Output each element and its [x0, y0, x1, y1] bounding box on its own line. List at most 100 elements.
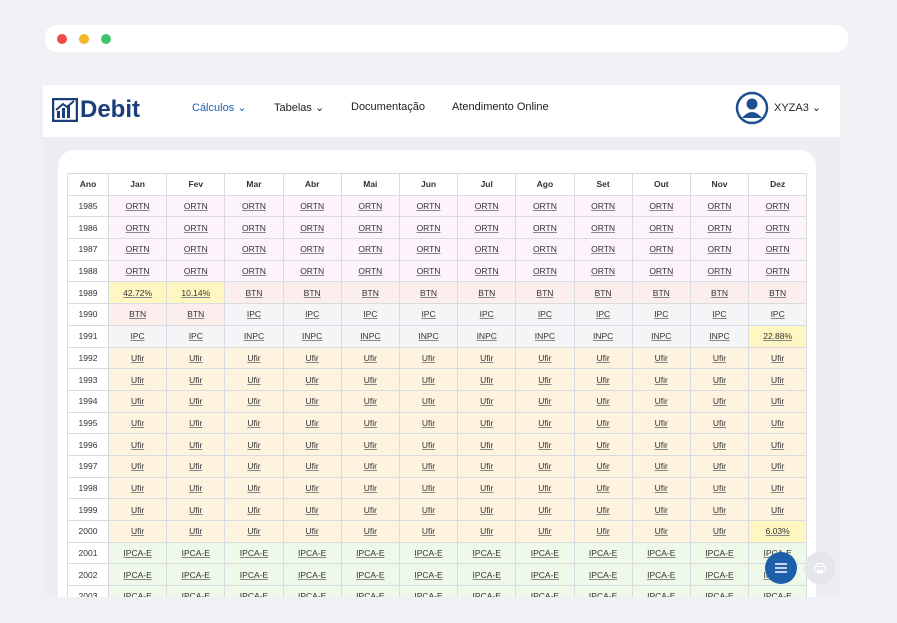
- index-cell[interactable]: Ufir: [573, 498, 633, 521]
- index-cell[interactable]: BTN: [340, 281, 400, 305]
- index-cell[interactable]: Ufir: [107, 346, 168, 370]
- index-cell[interactable]: Ufir: [107, 520, 168, 543]
- index-cell[interactable]: IPC: [107, 324, 168, 348]
- nav-item[interactable]: Documentação: [351, 101, 425, 113]
- index-cell[interactable]: IPC: [457, 303, 517, 326]
- index-cell[interactable]: ORTN: [166, 194, 226, 218]
- index-cell[interactable]: ORTN: [398, 259, 459, 283]
- index-cell[interactable]: Ufir: [107, 498, 168, 521]
- index-cell[interactable]: IPCA-E: [282, 585, 342, 597]
- index-cell[interactable]: Ufir: [515, 476, 575, 500]
- index-cell[interactable]: ORTN: [515, 216, 575, 240]
- index-cell[interactable]: Ufir: [748, 368, 808, 391]
- index-cell[interactable]: Ufir: [340, 368, 400, 391]
- index-cell[interactable]: IPCA-E: [340, 541, 400, 565]
- index-cell[interactable]: Ufir: [631, 411, 691, 435]
- index-cell[interactable]: Ufir: [631, 476, 691, 500]
- index-cell[interactable]: 22.88%: [748, 324, 808, 348]
- index-cell[interactable]: ORTN: [457, 259, 517, 283]
- index-cell[interactable]: Ufir: [398, 476, 459, 500]
- index-cell[interactable]: Ufir: [224, 389, 284, 413]
- index-cell[interactable]: INPC: [398, 324, 459, 348]
- index-cell[interactable]: ORTN: [340, 194, 400, 218]
- index-cell[interactable]: ORTN: [457, 238, 517, 261]
- index-cell[interactable]: Ufir: [457, 498, 517, 521]
- index-cell[interactable]: INPC: [340, 324, 400, 348]
- index-cell[interactable]: Ufir: [748, 476, 808, 500]
- index-cell[interactable]: Ufir: [689, 520, 750, 543]
- index-cell[interactable]: Ufir: [282, 476, 342, 500]
- index-cell[interactable]: ORTN: [166, 259, 226, 283]
- index-cell[interactable]: Ufir: [340, 433, 400, 456]
- index-cell[interactable]: Ufir: [573, 433, 633, 456]
- index-cell[interactable]: IPC: [515, 303, 575, 326]
- index-cell[interactable]: Ufir: [515, 346, 575, 370]
- index-cell[interactable]: ORTN: [515, 238, 575, 261]
- index-cell[interactable]: IPCA-E: [573, 585, 633, 597]
- index-cell[interactable]: IPC: [224, 303, 284, 326]
- index-cell[interactable]: INPC: [282, 324, 342, 348]
- index-cell[interactable]: ORTN: [748, 238, 808, 261]
- index-cell[interactable]: Ufir: [748, 454, 808, 478]
- index-cell[interactable]: Ufir: [689, 476, 750, 500]
- print-button[interactable]: [804, 552, 836, 584]
- index-cell[interactable]: Ufir: [282, 498, 342, 521]
- index-cell[interactable]: Ufir: [166, 454, 226, 478]
- index-cell[interactable]: Ufir: [457, 433, 517, 456]
- index-cell[interactable]: IPC: [340, 303, 400, 326]
- index-cell[interactable]: Ufir: [573, 454, 633, 478]
- index-cell[interactable]: IPCA-E: [689, 585, 750, 597]
- index-cell[interactable]: ORTN: [282, 194, 342, 218]
- index-cell[interactable]: Ufir: [631, 454, 691, 478]
- index-cell[interactable]: IPCA-E: [631, 563, 691, 587]
- index-cell[interactable]: Ufir: [340, 411, 400, 435]
- index-cell[interactable]: ORTN: [282, 259, 342, 283]
- index-cell[interactable]: Ufir: [166, 346, 226, 370]
- index-cell[interactable]: IPCA-E: [282, 541, 342, 565]
- index-cell[interactable]: IPCA-E: [166, 563, 226, 587]
- index-cell[interactable]: Ufir: [631, 520, 691, 543]
- index-cell[interactable]: 42.72%: [107, 281, 168, 305]
- index-cell[interactable]: IPCA-E: [689, 563, 750, 587]
- index-cell[interactable]: Ufir: [107, 368, 168, 391]
- index-cell[interactable]: Ufir: [398, 454, 459, 478]
- index-cell[interactable]: IPC: [689, 303, 750, 326]
- index-cell[interactable]: Ufir: [457, 346, 517, 370]
- index-cell[interactable]: Ufir: [166, 520, 226, 543]
- index-cell[interactable]: IPCA-E: [107, 585, 168, 597]
- index-cell[interactable]: ORTN: [340, 216, 400, 240]
- index-cell[interactable]: IPCA-E: [107, 563, 168, 587]
- avatar[interactable]: [735, 91, 769, 125]
- index-cell[interactable]: ORTN: [340, 238, 400, 261]
- index-cell[interactable]: IPC: [398, 303, 459, 326]
- index-cell[interactable]: ORTN: [224, 216, 284, 240]
- index-cell[interactable]: IPCA-E: [515, 563, 575, 587]
- index-cell[interactable]: Ufir: [340, 346, 400, 370]
- index-cell[interactable]: Ufir: [748, 389, 808, 413]
- index-cell[interactable]: BTN: [573, 281, 633, 305]
- index-cell[interactable]: Ufir: [340, 498, 400, 521]
- index-cell[interactable]: ORTN: [166, 216, 226, 240]
- index-cell[interactable]: BTN: [398, 281, 459, 305]
- index-cell[interactable]: ORTN: [340, 259, 400, 283]
- index-cell[interactable]: ORTN: [398, 216, 459, 240]
- index-cell[interactable]: BTN: [515, 281, 575, 305]
- index-cell[interactable]: IPCA-E: [457, 541, 517, 565]
- index-cell[interactable]: 10.14%: [166, 281, 226, 305]
- index-cell[interactable]: IPCA-E: [515, 585, 575, 597]
- index-cell[interactable]: ORTN: [107, 216, 168, 240]
- index-cell[interactable]: Ufir: [166, 433, 226, 456]
- index-cell[interactable]: IPCA-E: [398, 563, 459, 587]
- index-cell[interactable]: Ufir: [515, 411, 575, 435]
- index-cell[interactable]: IPCA-E: [340, 585, 400, 597]
- index-cell[interactable]: IPCA-E: [224, 563, 284, 587]
- index-cell[interactable]: IPC: [282, 303, 342, 326]
- index-cell[interactable]: IPCA-E: [748, 585, 808, 597]
- index-cell[interactable]: Ufir: [573, 476, 633, 500]
- index-cell[interactable]: Ufir: [573, 520, 633, 543]
- index-cell[interactable]: IPCA-E: [224, 541, 284, 565]
- index-cell[interactable]: Ufir: [457, 454, 517, 478]
- index-cell[interactable]: IPCA-E: [282, 563, 342, 587]
- index-cell[interactable]: ORTN: [107, 238, 168, 261]
- index-cell[interactable]: ORTN: [457, 216, 517, 240]
